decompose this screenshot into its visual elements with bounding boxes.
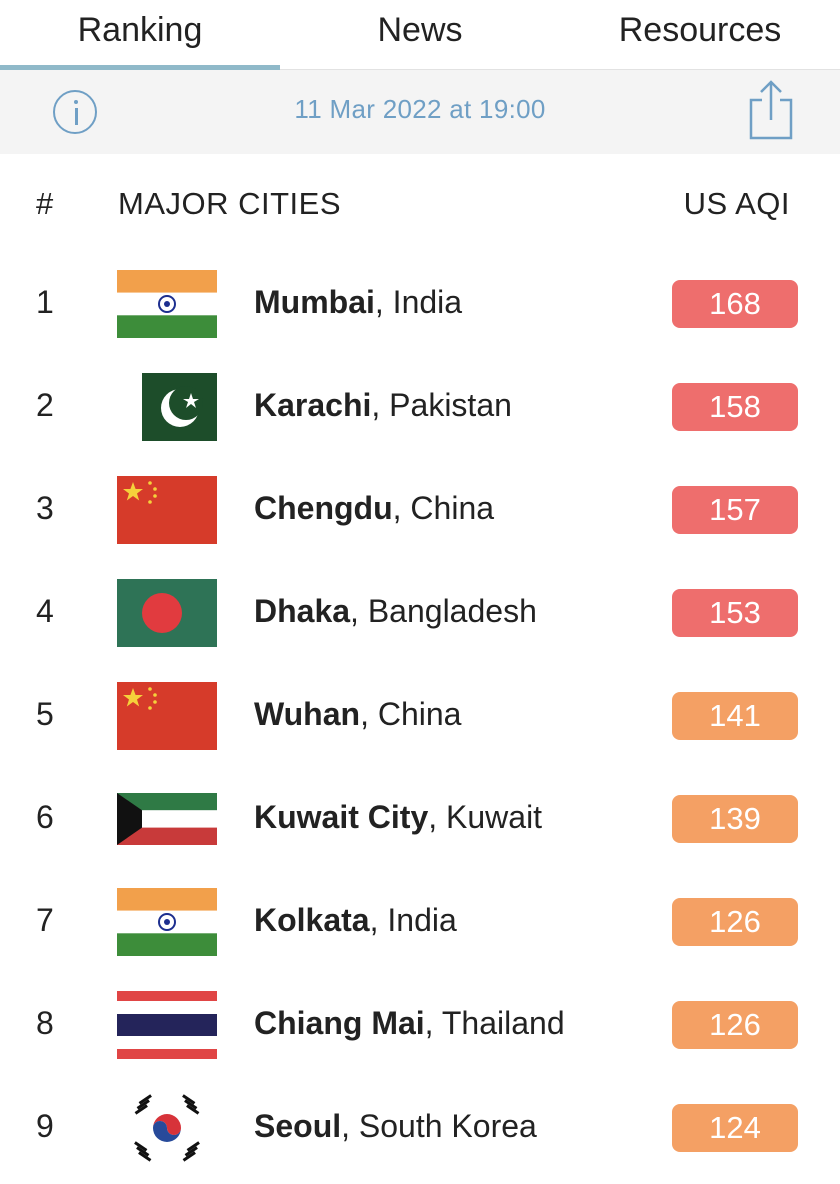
aqi-badge: 126 (672, 898, 798, 946)
rank-number: 2 (36, 387, 54, 423)
rank-number: 9 (36, 1108, 54, 1144)
table-row[interactable]: 7 Kolkata, India 126 (0, 882, 840, 962)
cities-column-header: MAJOR CITIES (118, 186, 342, 221)
table-row[interactable]: 1 Mumbai, India 168 (0, 264, 840, 344)
tab-resources[interactable]: Resources (618, 11, 782, 49)
flag-pakistan-icon (142, 373, 217, 441)
table-row[interactable]: 3 Chengdu, China 157 (0, 470, 840, 550)
aqi-badge: 157 (672, 486, 798, 534)
info-bar: 11 Mar 2022 at 19:00 (0, 70, 840, 154)
table-row[interactable]: 8 Chiang Mai, Thailand 126 (0, 985, 840, 1065)
aqi-badge: 124 (672, 1104, 798, 1152)
table-row[interactable]: 6 Kuwait City, Kuwait 139 (0, 779, 840, 859)
rank-number: 5 (36, 696, 54, 732)
flag-china-icon (117, 682, 217, 750)
flag-bangladesh-icon (117, 579, 217, 647)
flag-thailand-icon (117, 991, 217, 1059)
flag-china-icon (117, 476, 217, 544)
city-name[interactable]: Kolkata, India (254, 902, 457, 938)
aqi-badge: 153 (672, 589, 798, 637)
table-row[interactable]: 4 Dhaka, Bangladesh 153 (0, 573, 840, 653)
aqi-column-header: US AQI (683, 186, 790, 221)
city-name[interactable]: Wuhan, China (254, 696, 462, 732)
info-icon[interactable] (53, 90, 97, 134)
rank-column-header: # (36, 186, 54, 221)
flag-india-icon (117, 270, 217, 338)
city-name[interactable]: Karachi, Pakistan (254, 387, 512, 423)
rank-number: 3 (36, 490, 54, 526)
flag-kuwait-icon (117, 793, 217, 845)
aqi-badge: 141 (672, 692, 798, 740)
rank-number: 4 (36, 593, 54, 629)
city-name[interactable]: Kuwait City, Kuwait (254, 799, 543, 835)
city-name[interactable]: Chengdu, China (254, 490, 495, 526)
flag-south-korea-icon (130, 1094, 204, 1162)
rank-number: 1 (36, 284, 54, 320)
rank-number: 7 (36, 902, 54, 938)
city-name[interactable]: Chiang Mai, Thailand (254, 1005, 565, 1041)
update-timestamp: 11 Mar 2022 at 19:00 (294, 94, 546, 124)
rank-number: 6 (36, 799, 54, 835)
tab-bar: Ranking News Resources (0, 0, 840, 70)
aqi-badge: 158 (672, 383, 798, 431)
active-tab-indicator (0, 65, 280, 70)
aqi-badge: 139 (672, 795, 798, 843)
rank-number: 8 (36, 1005, 54, 1041)
city-name[interactable]: Dhaka, Bangladesh (254, 593, 537, 629)
table-row[interactable]: 5 Wuhan, China 141 (0, 676, 840, 756)
aqi-badge: 126 (672, 1001, 798, 1049)
share-icon[interactable] (746, 78, 796, 142)
tab-news[interactable]: News (377, 11, 463, 49)
flag-india-icon (117, 888, 217, 956)
table-row[interactable]: 9 Seoul, South Korea 124 (0, 1088, 840, 1168)
city-name[interactable]: Seoul, South Korea (254, 1108, 537, 1144)
table-row[interactable]: 2 Karachi, Pakistan 158 (0, 367, 840, 447)
tab-ranking[interactable]: Ranking (77, 11, 203, 49)
city-name[interactable]: Mumbai, India (254, 284, 463, 320)
aqi-badge: 168 (672, 280, 798, 328)
